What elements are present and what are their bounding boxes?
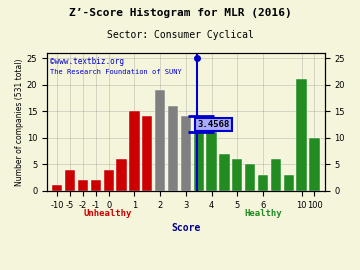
- Bar: [284, 175, 294, 191]
- Bar: [65, 170, 75, 191]
- Bar: [129, 111, 140, 191]
- Bar: [271, 159, 281, 191]
- Text: Sector: Consumer Cyclical: Sector: Consumer Cyclical: [107, 30, 253, 40]
- Y-axis label: Number of companies (531 total): Number of companies (531 total): [15, 58, 24, 185]
- Bar: [245, 164, 255, 191]
- Text: The Research Foundation of SUNY: The Research Foundation of SUNY: [50, 69, 181, 75]
- Bar: [297, 79, 307, 191]
- Text: Z’-Score Histogram for MLR (2016): Z’-Score Histogram for MLR (2016): [69, 8, 291, 18]
- Text: Unhealthy: Unhealthy: [84, 209, 132, 218]
- Bar: [207, 132, 217, 191]
- Bar: [194, 127, 204, 191]
- Text: Healthy: Healthy: [245, 209, 283, 218]
- Bar: [258, 175, 268, 191]
- Bar: [219, 154, 230, 191]
- Bar: [309, 138, 320, 191]
- X-axis label: Score: Score: [171, 223, 201, 233]
- Bar: [116, 159, 127, 191]
- Text: 3.4568: 3.4568: [198, 120, 230, 129]
- Bar: [181, 116, 191, 191]
- Text: ©www.textbiz.org: ©www.textbiz.org: [50, 57, 124, 66]
- Bar: [142, 116, 152, 191]
- Bar: [232, 159, 243, 191]
- Bar: [155, 90, 165, 191]
- Bar: [52, 185, 62, 191]
- Bar: [91, 180, 101, 191]
- Bar: [78, 180, 88, 191]
- Bar: [168, 106, 178, 191]
- Bar: [104, 170, 114, 191]
